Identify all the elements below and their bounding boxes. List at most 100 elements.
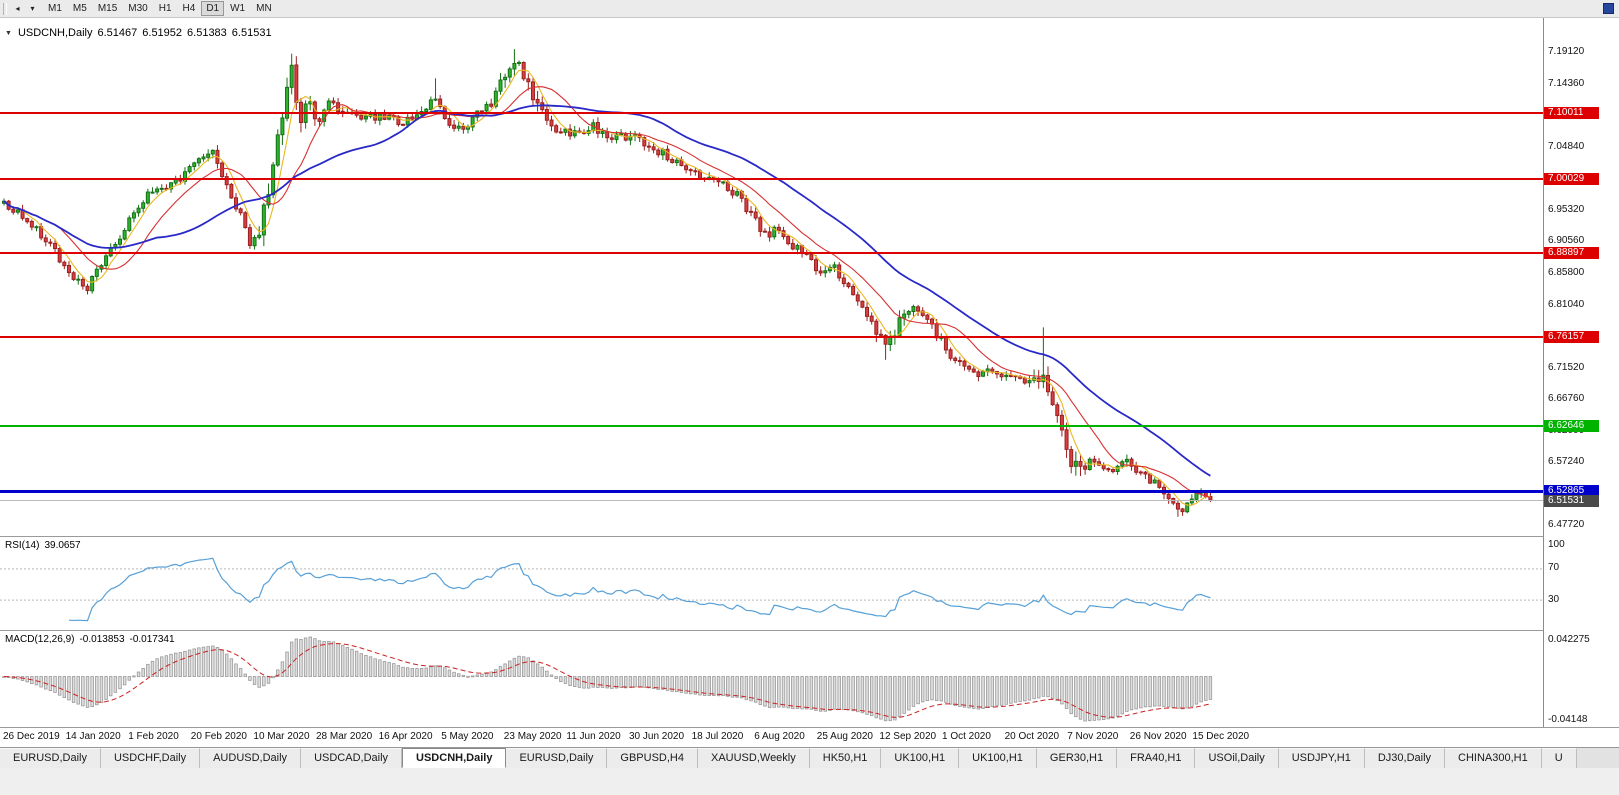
timeframe-button-d1[interactable]: D1 xyxy=(201,1,225,16)
ohlc-low: 6.51383 xyxy=(187,27,227,39)
chart-tab-usdchf-daily[interactable]: USDCHF,Daily xyxy=(100,748,201,768)
pane-separator[interactable] xyxy=(0,536,1619,537)
timeframe-button-m1[interactable]: M1 xyxy=(48,3,62,14)
chart-tab-eurusd-daily[interactable]: EURUSD,Daily xyxy=(0,748,101,768)
chart-tab-ger30-h1[interactable]: GER30,H1 xyxy=(1036,748,1118,768)
macd-label: MACD(12,26,9) -0.013853 -0.017341 xyxy=(5,634,175,645)
price-tick-label: 6.90560 xyxy=(1548,235,1585,247)
price-tick-label: 6.95320 xyxy=(1548,203,1585,215)
chart-tab-dj30-daily[interactable]: DJ30,Daily xyxy=(1364,748,1446,768)
current-price-badge: 6.51531 xyxy=(1544,495,1599,508)
macd-canvas[interactable] xyxy=(0,631,1543,727)
time-axis-label: 11 Jun 2020 xyxy=(566,731,621,742)
status-strip xyxy=(0,768,1619,795)
price-tick-label: 7.04840 xyxy=(1548,140,1585,152)
time-axis-label: 1 Oct 2020 xyxy=(942,731,991,742)
chart-tab-usdcad-daily[interactable]: USDCAD,Daily xyxy=(301,748,403,768)
chart-tab-hk50-h1[interactable]: HK50,H1 xyxy=(809,748,882,768)
chart-symbol-period: USDCNH,Daily xyxy=(17,27,93,39)
macd-indicator-pane[interactable]: MACD(12,26,9) -0.013853 -0.017341 xyxy=(0,631,1543,727)
chart-tab-u[interactable]: U xyxy=(1541,748,1577,768)
chart-cursor-icon[interactable]: ◂ xyxy=(15,4,20,13)
rsi-axis-label: 30 xyxy=(1548,593,1560,605)
chart-tab-china300-h1[interactable]: CHINA300,H1 xyxy=(1445,748,1542,768)
pane-separator[interactable] xyxy=(0,727,1619,728)
price-tick-label: 6.66760 xyxy=(1548,393,1585,405)
window-control-icon[interactable] xyxy=(1603,3,1614,14)
price-line-badge-6.76157: 6.76157 xyxy=(1544,330,1599,343)
price-line-badge-6.88897: 6.88897 xyxy=(1544,246,1599,259)
chart-tab-uk100-h1[interactable]: UK100,H1 xyxy=(959,748,1037,768)
time-axis-label: 20 Oct 2020 xyxy=(1004,731,1060,742)
timeframe-button-mn[interactable]: MN xyxy=(256,3,272,14)
ohlc-open: 6.51467 xyxy=(97,27,138,39)
chart-tab-uk100-h1[interactable]: UK100,H1 xyxy=(881,748,960,768)
time-axis-label: 18 Jul 2020 xyxy=(691,731,744,742)
timeframe-button-w1[interactable]: W1 xyxy=(230,3,246,14)
timeframe-button-m15[interactable]: M15 xyxy=(97,3,118,14)
time-axis-label: 16 Apr 2020 xyxy=(378,731,433,742)
chart-tab-usdjpy-h1[interactable]: USDJPY,H1 xyxy=(1278,748,1365,768)
timeframe-toolbar: ◂ ▾ M1 M5 M15 M30 H1 H4 D1 W1 MN xyxy=(0,0,1619,18)
ohlc-close: 6.51531 xyxy=(231,27,272,39)
rsi-name: RSI(14) xyxy=(5,540,40,551)
rsi-indicator-pane[interactable]: RSI(14) 39.0657 xyxy=(0,537,1543,630)
price-chart-pane[interactable]: ▼ USDCNH,Daily 6.51467 6.51952 6.51383 6… xyxy=(0,18,1543,536)
time-axis-label: 15 Dec 2020 xyxy=(1192,731,1250,742)
candlestick-canvas[interactable] xyxy=(0,18,1543,536)
chart-tab-usoil-daily[interactable]: USOil,Daily xyxy=(1195,748,1279,768)
time-axis-label: 12 Sep 2020 xyxy=(879,731,937,742)
timeframe-button-m5[interactable]: M5 xyxy=(72,3,87,14)
chart-title: ▼ USDCNH,Daily 6.51467 6.51952 6.51383 6… xyxy=(5,27,272,39)
time-axis-label: 26 Dec 2019 xyxy=(3,731,60,742)
chart-tab-bar: EURUSD,Daily USDCHF,Daily AUDUSD,Daily USDC… xyxy=(0,747,1619,768)
toolbar-drag-handle[interactable] xyxy=(3,2,7,15)
chart-tab-audusd-daily[interactable]: AUDUSD,Daily xyxy=(200,748,302,768)
time-axis-label: 28 Mar 2020 xyxy=(316,731,373,742)
price-line-badge-7.00029: 7.00029 xyxy=(1544,172,1599,185)
ohlc-high: 6.51952 xyxy=(142,27,183,39)
price-tick-label: 6.47720 xyxy=(1548,519,1585,531)
macd-axis-label-top: 0.042275 xyxy=(1548,634,1590,645)
macd-axis-label-bottom: -0.04148 xyxy=(1548,714,1588,725)
time-axis-label: 5 May 2020 xyxy=(441,731,494,742)
price-tick-label: 6.85800 xyxy=(1548,267,1585,279)
timeframe-button-m30[interactable]: M30 xyxy=(128,3,148,14)
timeframe-button-h4[interactable]: H4 xyxy=(182,3,196,14)
chart-tab-xauusd-weekly[interactable]: XAUUSD,Weekly xyxy=(697,748,810,768)
rsi-axis-label: 100 xyxy=(1548,539,1565,550)
time-axis-label: 30 Jun 2020 xyxy=(629,731,685,742)
timeframe-buttons: M1 M5 M15 M30 H1 H4 D1 W1 MN xyxy=(43,1,278,16)
time-axis-label: 25 Aug 2020 xyxy=(816,731,873,742)
time-axis-label: 6 Aug 2020 xyxy=(754,731,805,742)
dropdown-caret-icon[interactable]: ▾ xyxy=(30,4,35,13)
macd-main-value: -0.013853 xyxy=(79,634,125,645)
time-axis-label: 14 Jan 2020 xyxy=(65,731,121,742)
macd-name: MACD(12,26,9) xyxy=(5,634,75,645)
chart-tab-usdcnh-daily[interactable]: USDCNH,Daily xyxy=(402,748,507,768)
chart-tab-eurusd-daily[interactable]: EURUSD,Daily xyxy=(506,748,608,768)
one-click-trading-icon[interactable]: ▼ xyxy=(5,29,12,37)
rsi-axis-label: 70 xyxy=(1548,562,1560,574)
price-tick-label: 7.14360 xyxy=(1548,77,1585,89)
price-line-badge-6.52865: 6.52865 xyxy=(1544,485,1599,498)
chart-tab-gbpusd-h4[interactable]: GBPUSD,H4 xyxy=(607,748,698,768)
price-axis[interactable]: 7.191207.143607.096007.048407.000806.953… xyxy=(1543,18,1619,727)
timeframe-button-h1[interactable]: H1 xyxy=(158,3,172,14)
time-axis-label: 20 Feb 2020 xyxy=(190,731,247,742)
time-axis[interactable]: 26 Dec 2019 14 Jan 2020 1 Feb 2020 20 Feb 2… xyxy=(0,728,1619,747)
price-line-badge-6.62646: 6.62646 xyxy=(1544,420,1599,433)
time-axis-label: 23 May 2020 xyxy=(503,731,562,742)
time-axis-label: 7 Nov 2020 xyxy=(1067,731,1119,742)
rsi-label: RSI(14) 39.0657 xyxy=(5,540,81,551)
rsi-value: 39.0657 xyxy=(44,540,81,551)
price-tick-label: 6.71520 xyxy=(1548,361,1585,373)
time-axis-label: 10 Mar 2020 xyxy=(253,731,310,742)
time-axis-label: 1 Feb 2020 xyxy=(128,731,179,742)
chart-tab-fra40-h1[interactable]: FRA40,H1 xyxy=(1117,748,1196,768)
pane-separator[interactable] xyxy=(0,630,1619,631)
rsi-canvas[interactable] xyxy=(0,537,1543,630)
price-tick-label: 7.19120 xyxy=(1548,46,1585,58)
price-line-badge-7.10011: 7.10011 xyxy=(1544,106,1599,119)
